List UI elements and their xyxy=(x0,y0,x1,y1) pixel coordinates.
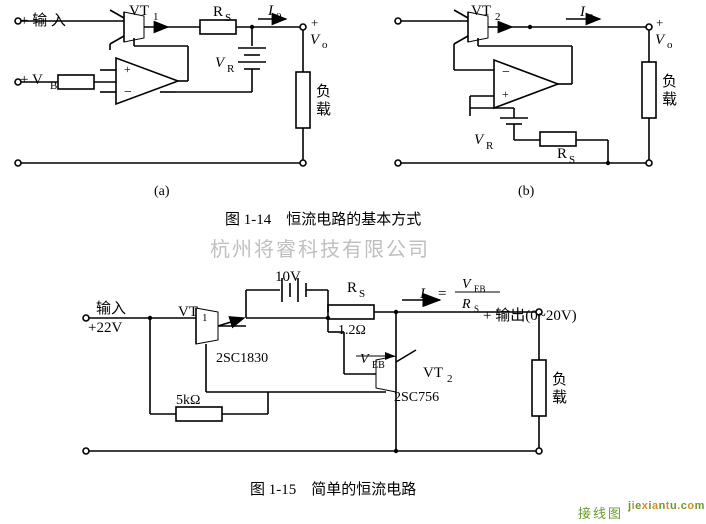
label-a-vo: V o xyxy=(310,32,328,51)
vr-battery-b xyxy=(500,118,528,124)
svg-text:R: R xyxy=(557,146,567,162)
schematic-canvas: + 输 入 + V B VT 1 R S I 0 V R + V o 负 载 +… xyxy=(0,0,706,524)
label-c-load-2: 载 xyxy=(552,389,567,406)
label-c-part1: 2SC1830 xyxy=(216,351,268,366)
label-c-part2: 2SC756 xyxy=(394,390,439,405)
svg-text:V: V xyxy=(360,352,370,367)
label-c-veb: V EB xyxy=(360,352,385,371)
circuit-b xyxy=(395,10,656,166)
label-a-rs: R S xyxy=(213,4,231,24)
caption-fig14: 图 1-14 恒流电路的基本方式 xyxy=(225,211,421,228)
svg-text:2: 2 xyxy=(447,373,453,385)
svg-text:0: 0 xyxy=(428,295,433,306)
svg-text:=: = xyxy=(438,286,446,302)
opamp-a-plus: + xyxy=(124,62,131,76)
label-b-vo-plus: + xyxy=(656,15,663,30)
opamp-b-plus: + xyxy=(502,87,509,101)
label-c-in: 输入 xyxy=(96,300,126,317)
label-c-load-1: 负 xyxy=(552,371,567,388)
watermark-text: 杭州将睿科技有限公司 xyxy=(210,233,430,262)
label-b-vo: V o xyxy=(655,32,673,51)
svg-text:S: S xyxy=(359,288,365,300)
caption-b: (b) xyxy=(518,184,535,199)
label-c-ioeq: I 0 = V EB R S xyxy=(419,277,486,314)
svg-text:R: R xyxy=(461,297,471,312)
label-c-rs: R S xyxy=(347,280,365,300)
svg-text:0: 0 xyxy=(588,12,594,24)
label-c-5k: 5kΩ xyxy=(176,393,200,408)
caption-fig15: 图 1-15 简单的恒流电路 xyxy=(250,481,416,498)
label-c-in-v: +22V xyxy=(88,320,122,336)
svg-text:S: S xyxy=(474,304,479,314)
svg-text:2: 2 xyxy=(495,11,501,23)
svg-text:R: R xyxy=(227,63,235,75)
svg-text:o: o xyxy=(322,39,328,51)
svg-text:EB: EB xyxy=(474,284,486,294)
footer-zh: 接线图 xyxy=(578,503,623,522)
circuit-a xyxy=(15,10,310,166)
label-c-rsval: 1.2Ω xyxy=(338,323,366,338)
svg-text:R: R xyxy=(347,280,357,296)
label-b-load-1: 负 xyxy=(662,73,677,90)
svg-text:VT: VT xyxy=(129,3,149,19)
svg-text:R: R xyxy=(213,4,223,20)
svg-text:V: V xyxy=(474,132,485,148)
svg-text:0: 0 xyxy=(276,11,282,23)
label-a-io: I 0 xyxy=(267,3,282,23)
svg-text:I: I xyxy=(267,3,274,19)
svg-text:VT: VT xyxy=(178,304,198,320)
caption-a: (a) xyxy=(154,184,170,199)
svg-text:R: R xyxy=(486,140,494,152)
opamp-b-minus: − xyxy=(502,65,510,80)
svg-text:I: I xyxy=(579,4,586,20)
label-a-load-2: 载 xyxy=(316,101,331,118)
svg-text:o: o xyxy=(667,39,673,51)
svg-text:1: 1 xyxy=(202,312,208,324)
svg-text:VT: VT xyxy=(471,3,491,19)
label-a-in: + 输 入 xyxy=(20,12,66,29)
svg-text:B: B xyxy=(50,80,57,92)
label-b-vr: V R xyxy=(474,132,494,152)
svg-text:V: V xyxy=(462,277,472,292)
label-a-vo-plus: + xyxy=(311,15,318,30)
svg-text:EB: EB xyxy=(372,360,385,371)
svg-text:V: V xyxy=(215,55,226,71)
vr-battery-a xyxy=(238,48,266,69)
svg-text:S: S xyxy=(569,154,575,166)
svg-text:VT: VT xyxy=(423,365,443,381)
svg-text:S: S xyxy=(225,12,231,24)
svg-text:V: V xyxy=(655,32,666,48)
label-c-vt2: VT 2 xyxy=(423,365,453,385)
footer-link: jiexiantu.com xyxy=(628,500,705,512)
label-c-10v: 10V xyxy=(275,269,301,285)
label-b-io: I 0 xyxy=(579,4,594,24)
label-a-vr: V R xyxy=(215,55,235,75)
opamp-a-minus: − xyxy=(124,85,132,100)
svg-text:I: I xyxy=(419,286,426,302)
label-a-load-1: 负 xyxy=(316,83,331,100)
svg-text:1: 1 xyxy=(153,11,159,23)
label-a-vb: + V B xyxy=(20,72,57,92)
label-c-out: + 输出(0~20V) xyxy=(483,307,577,324)
label-b-vt2: VT 2 xyxy=(471,3,501,23)
label-b-load-2: 载 xyxy=(662,91,677,108)
label-c-vt1: VT 1 xyxy=(178,304,208,324)
svg-text:V: V xyxy=(310,32,321,48)
svg-text:+ V: + V xyxy=(20,72,43,88)
